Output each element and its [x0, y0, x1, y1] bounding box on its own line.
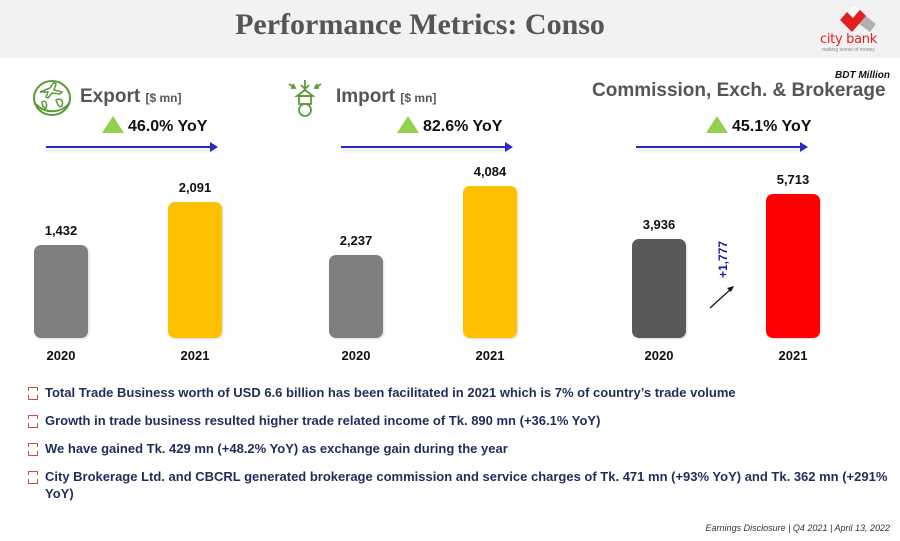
import-building-icon [288, 80, 322, 117]
trend-arrow-icon [636, 142, 808, 152]
import-yoy: 82.6% YoY [397, 116, 502, 136]
bullet-text: We have gained Tk. 429 mn (+48.2% YoY) a… [45, 441, 508, 456]
header-bar: Performance Metrics: Conso city bank mak… [0, 0, 900, 58]
x-tick-label: 2021 [475, 348, 505, 363]
bar-value-label: 2,091 [178, 180, 212, 195]
delta-annotation: +1,777 [716, 240, 730, 278]
page-title: Performance Metrics: Conso [235, 8, 605, 41]
export-title: Export [$ mn] [80, 86, 181, 108]
export-yoy-text: 46.0% YoY [128, 118, 208, 135]
x-tick-label: 2020 [46, 348, 76, 363]
bullet-item: We have gained Tk. 429 mn (+48.2% YoY) a… [27, 440, 888, 457]
bullet-box-icon [27, 471, 39, 484]
logo-text: city bank [820, 32, 877, 47]
export-title-text: Export [80, 86, 141, 107]
bullet-text: City Brokerage Ltd. and CBCRL generated … [45, 469, 888, 501]
up-triangle-icon [397, 116, 419, 133]
commission-title: Commission, Exch. & Brokerage [592, 80, 886, 102]
trend-arrow-icon [341, 142, 513, 152]
bar-2021 [463, 186, 517, 338]
trend-arrow-icon [46, 142, 218, 152]
commission-panel: Commission, Exch. & Brokerage 45.1% YoY … [592, 60, 892, 370]
export-panel: Export [$ mn] 46.0% YoY 1,432 2020 2,091 20… [0, 60, 300, 370]
bar-2021 [168, 202, 222, 338]
footer-text: Earnings Disclosure | Q4 2021 | April 13… [705, 523, 890, 533]
bar-value-label: 5,713 [776, 172, 810, 187]
unit-note: BDT Million [835, 70, 890, 81]
bullet-box-icon [27, 443, 39, 456]
bar-value-label: 3,936 [642, 216, 676, 232]
up-triangle-icon [102, 116, 124, 133]
x-tick-label: 2020 [341, 348, 371, 363]
import-title: Import [$ mn] [336, 86, 436, 108]
bullet-box-icon [27, 415, 39, 428]
up-triangle-icon [706, 116, 728, 133]
commission-title-text: Commission, Exch. & Brokerage [592, 80, 886, 101]
bar-2020 [329, 254, 383, 338]
bullet-text: Total Trade Business worth of USD 6.6 bi… [45, 385, 736, 400]
bar-value-label: 2,237 [339, 232, 373, 248]
x-tick-label: 2021 [180, 348, 210, 363]
x-tick-label: 2021 [778, 348, 808, 363]
growth-arrow-icon [709, 286, 734, 309]
commission-yoy-text: 45.1% YoY [732, 118, 812, 135]
bullet-item: Total Trade Business worth of USD 6.6 bi… [27, 384, 888, 401]
bullet-text: Growth in trade business resulted higher… [45, 413, 601, 428]
export-unit: [$ mn] [145, 91, 182, 105]
bullet-item: Growth in trade business resulted higher… [27, 412, 888, 429]
bar-value-label: 4,084 [473, 164, 507, 179]
city-bank-logo: city bank making sense of money [812, 2, 892, 56]
bullet-item: City Brokerage Ltd. and CBCRL generated … [27, 468, 888, 502]
commission-yoy: 45.1% YoY [706, 116, 811, 136]
export-yoy: 46.0% YoY [102, 116, 207, 136]
x-tick-label: 2020 [644, 348, 674, 363]
logo-tagline: making sense of money [822, 47, 875, 53]
bar-2020 [632, 238, 686, 338]
bar-2020 [34, 244, 88, 338]
import-unit: [$ mn] [400, 91, 437, 105]
import-panel: Import [$ mn] 82.6% YoY 2,237 2020 4,084 20… [288, 60, 595, 370]
import-title-text: Import [336, 86, 396, 107]
bar-2021 [766, 194, 820, 338]
import-yoy-text: 82.6% YoY [423, 118, 503, 135]
bullet-list: Total Trade Business worth of USD 6.6 bi… [27, 384, 888, 513]
bar-value-label: 1,432 [44, 222, 78, 238]
bullet-box-icon [27, 387, 39, 400]
globe-plane-icon [33, 80, 71, 116]
logo-mark-icon [840, 4, 876, 32]
